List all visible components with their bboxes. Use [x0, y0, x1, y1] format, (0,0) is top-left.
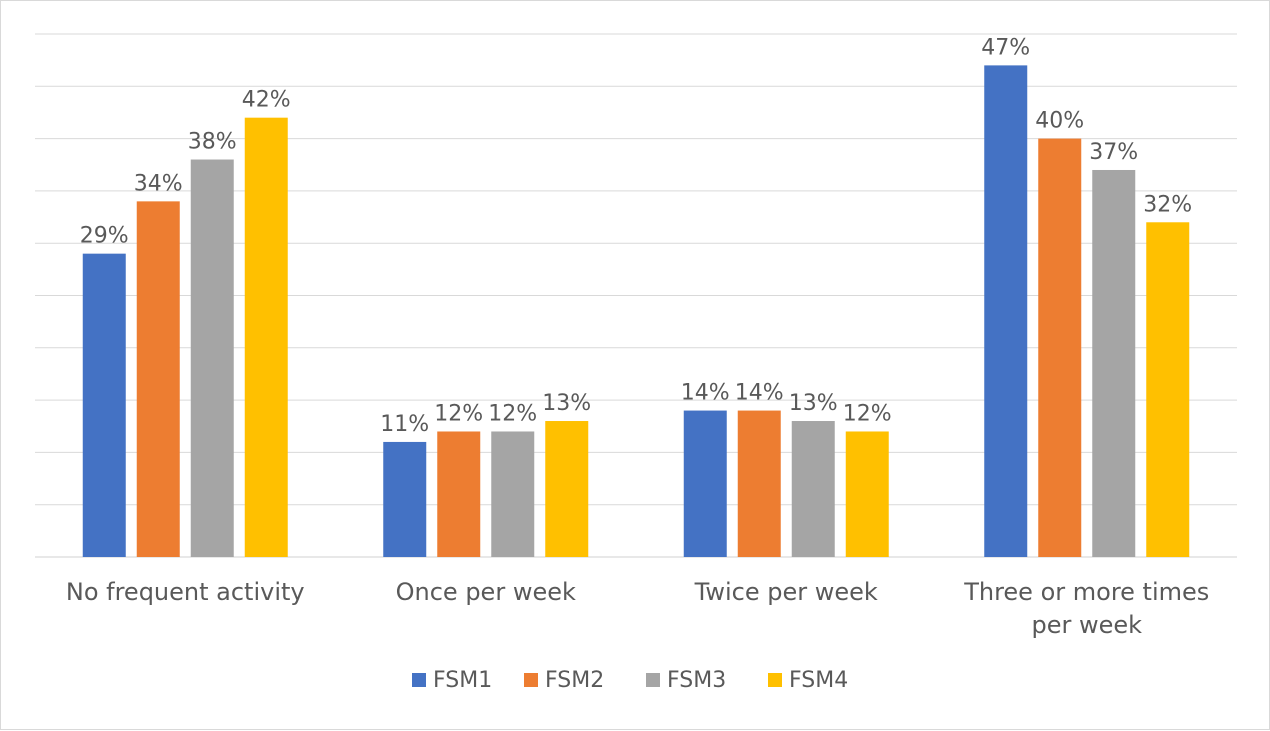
- bar-fsm3-2: [791, 421, 835, 557]
- data-label: 42%: [242, 88, 291, 113]
- gridlines: [35, 33, 1237, 558]
- bar-fsm1-1: [383, 441, 427, 557]
- data-label: 34%: [134, 171, 183, 196]
- data-label: 12%: [434, 401, 483, 426]
- data-label: 40%: [1035, 109, 1084, 134]
- bar-fsm4-3: [1146, 222, 1190, 557]
- legend-label-fsm2: FSM2: [545, 668, 604, 693]
- bar-fsm3-1: [491, 431, 535, 557]
- bar-fsm1-3: [984, 65, 1028, 557]
- category-label: Twice per week: [694, 578, 878, 606]
- legend-label-fsm4: FSM4: [789, 668, 848, 693]
- bar-fsm2-3: [1038, 138, 1082, 557]
- data-label: 13%: [789, 391, 838, 416]
- bar-fsm4-2: [845, 431, 889, 557]
- bar-fsm1-0: [82, 253, 126, 557]
- legend-label-fsm3: FSM3: [667, 668, 726, 693]
- legend: FSM1 FSM2 FSM3 FSM4: [412, 668, 848, 693]
- bar-fsm1-2: [683, 410, 727, 557]
- legend-swatch-fsm2: [524, 673, 538, 687]
- data-label: 11%: [380, 412, 429, 437]
- legend-label-fsm1: FSM1: [433, 668, 492, 693]
- legend-swatch-fsm1: [412, 673, 426, 687]
- category-label: No frequent activity: [66, 578, 305, 606]
- data-label: 37%: [1089, 140, 1138, 165]
- data-label: 14%: [735, 381, 784, 406]
- data-label: 29%: [80, 224, 129, 249]
- category-labels: No frequent activity Once per week Twice p…: [66, 578, 1209, 639]
- bar-fsm2-2: [737, 410, 781, 557]
- data-label: 47%: [981, 35, 1030, 60]
- data-labels: 29%34%38%42%11% 12% 12% 13% 14% 14% 13% 12%47%4…: [80, 35, 1192, 437]
- data-label: 32%: [1143, 192, 1192, 217]
- data-label: 14%: [681, 381, 730, 406]
- bar-fsm3-0: [190, 159, 234, 557]
- category-label: Three or more times: [963, 578, 1209, 606]
- data-label: 38%: [188, 130, 237, 155]
- bar-fsm4-1: [545, 421, 589, 557]
- data-label: 13%: [542, 391, 591, 416]
- bar-fsm2-1: [437, 431, 481, 557]
- legend-swatch-fsm3: [646, 673, 660, 687]
- bars: [82, 65, 1190, 558]
- data-label: 12%: [843, 401, 892, 426]
- category-label: Once per week: [396, 578, 576, 606]
- category-label: per week: [1031, 611, 1142, 639]
- data-label: 12%: [488, 401, 537, 426]
- legend-swatch-fsm4: [768, 673, 782, 687]
- bar-fsm3-3: [1092, 169, 1136, 558]
- bar-fsm4-0: [244, 117, 288, 558]
- bar-fsm2-0: [136, 201, 180, 558]
